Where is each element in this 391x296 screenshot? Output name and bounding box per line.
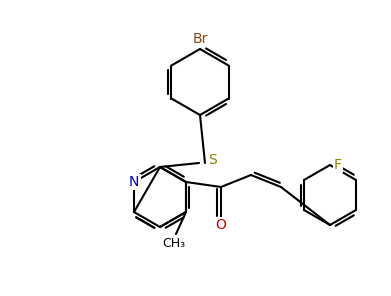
Text: O: O bbox=[215, 218, 226, 232]
Text: CH₃: CH₃ bbox=[162, 237, 186, 250]
Text: S: S bbox=[209, 153, 217, 167]
Text: N: N bbox=[129, 175, 139, 189]
Text: Br: Br bbox=[192, 32, 208, 46]
Text: F: F bbox=[334, 158, 342, 172]
